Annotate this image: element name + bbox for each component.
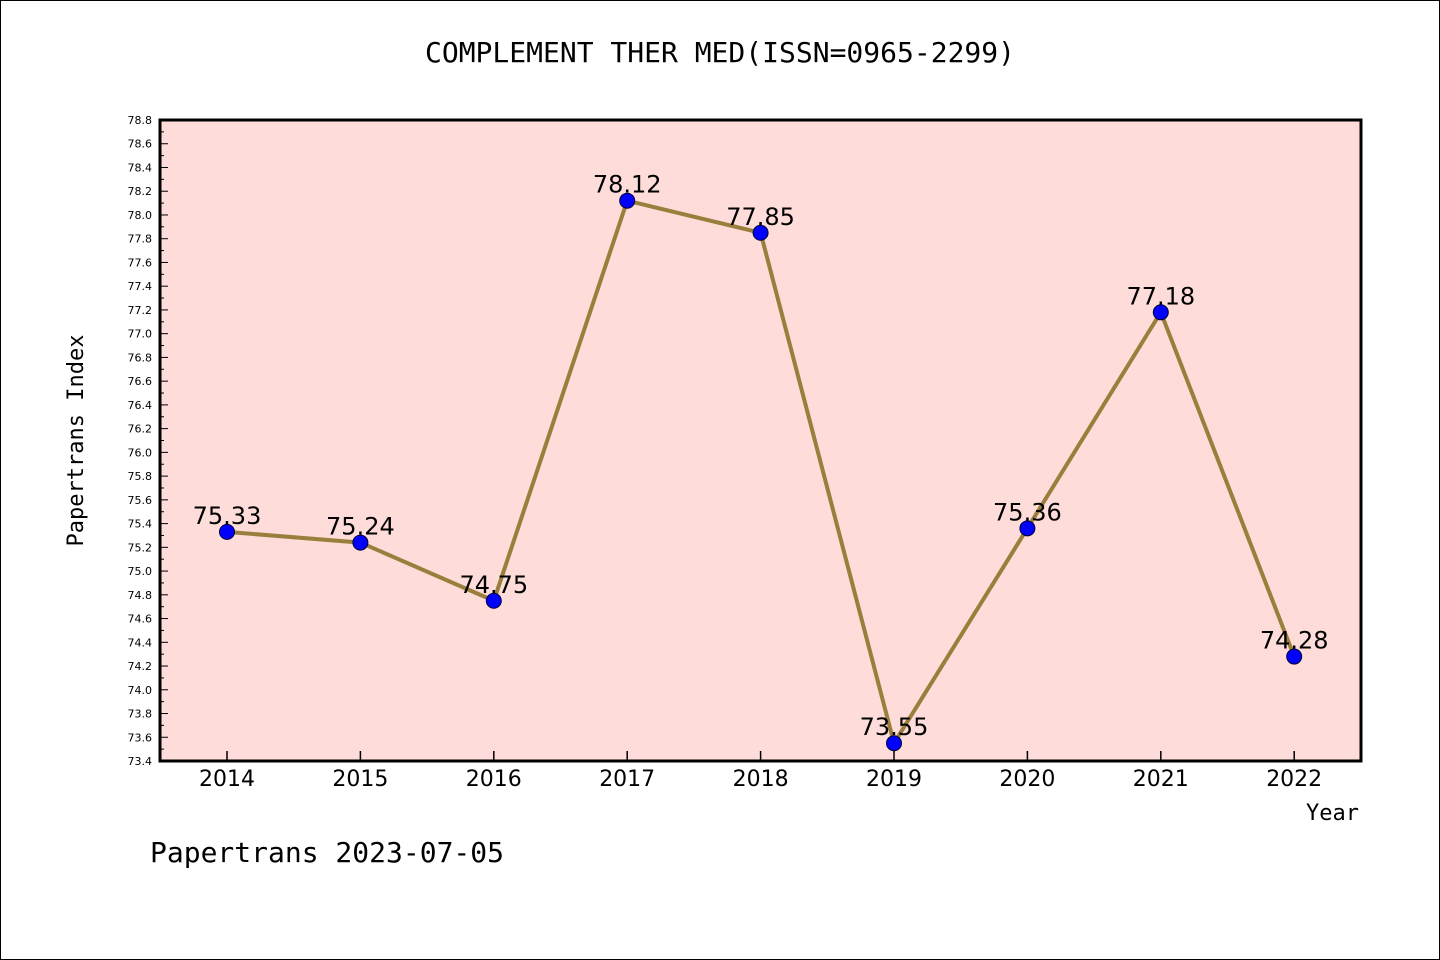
data-label: 74.75 [459,571,528,599]
x-tick-label: 2014 [199,767,255,792]
data-point [886,735,902,752]
y-tick-label: 78.6 [128,138,153,151]
data-point [219,523,235,540]
y-tick-label: 77.6 [128,256,153,269]
data-labels: 75.33 75.24 74.75 78.12 77.85 73.55 75.36 77.18… [193,171,1329,741]
x-tick-label: 2022 [1266,767,1322,792]
y-tick-label: 73.4 [128,755,153,768]
y-tick-label: 78.4 [128,161,153,174]
y-tick-label: 77.0 [128,328,153,341]
y-tick-label: 75.2 [128,541,153,554]
data-point [485,592,502,609]
y-tick-label: 77.4 [128,280,153,293]
plot-border [158,118,1363,763]
data-point [752,224,769,241]
y-tick-label: 75.0 [128,565,153,578]
data-point [1019,520,1036,537]
x-tick-label: 2017 [599,767,655,792]
series-markers [219,192,1303,752]
y-tick-label: 74.8 [128,589,153,602]
data-point [619,192,636,209]
y-tick-label: 77.8 [128,233,153,246]
x-tick-label: 2021 [1133,767,1189,792]
data-point [1286,648,1303,665]
y-tick-label: 75.4 [128,518,153,531]
y-tick-label: 76.6 [128,375,153,388]
data-label: 77.18 [1126,282,1195,310]
data-label: 75.24 [326,513,395,541]
x-axis: 2014 2015 2016 2017 2018 2019 2020 2021 2022 [199,751,1322,792]
y-tick-label: 75.8 [128,470,153,483]
data-label: 78.12 [593,171,662,199]
y-tick-label: 75.6 [128,494,153,507]
chart-title: COMPLEMENT THER MED(ISSN=0965-2299) [424,36,1015,69]
y-axis-label: Papertrans Index [64,335,89,547]
data-label: 75.33 [193,502,262,530]
data-label: 73.55 [860,713,929,741]
data-label: 75.36 [993,498,1062,526]
y-tick-label: 76.2 [128,423,153,436]
x-tick-label: 2018 [733,767,789,792]
y-tick-label: 77.2 [128,304,153,317]
footer-text: Papertrans 2023-07-05 [150,836,505,869]
y-tick-label: 73.6 [128,731,153,744]
y-tick-label: 74.4 [128,636,153,649]
y-tick-label: 78.2 [128,185,153,198]
x-tick-label: 2020 [999,767,1055,792]
y-tick-label: 76.4 [128,399,153,412]
y-axis: 73.4 73.6 73.8 74.0 74.2 74.4 74.6 74.8 75.0 75.2… [128,114,168,768]
x-tick-label: 2019 [866,767,922,792]
x-tick-label: 2015 [332,767,388,792]
y-tick-label: 78.0 [128,209,153,222]
x-tick-label: 2016 [466,767,522,792]
data-label: 74.28 [1260,627,1329,655]
y-tick-label: 74.6 [128,613,153,626]
y-tick-label: 73.8 [128,708,153,721]
y-tick-label: 74.0 [128,684,153,697]
data-point [1152,304,1169,321]
data-point [352,534,369,551]
y-tick-label: 76.8 [128,351,153,364]
y-tick-label: 76.0 [128,446,153,459]
y-tick-label: 74.2 [128,660,153,673]
data-label: 77.85 [726,203,795,231]
y-tick-label: 78.8 [128,114,153,127]
x-axis-label: Year [1306,801,1359,826]
